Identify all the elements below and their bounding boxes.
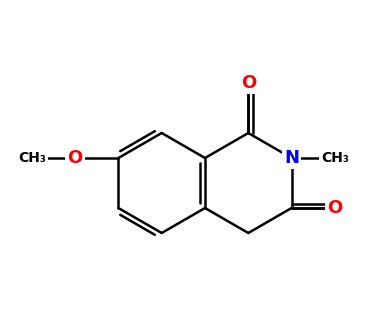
Text: O: O <box>241 74 256 92</box>
Text: O: O <box>327 199 343 217</box>
Text: CH₃: CH₃ <box>18 151 46 165</box>
Text: CH₃: CH₃ <box>321 151 349 165</box>
Text: O: O <box>68 149 83 167</box>
Text: N: N <box>284 149 299 167</box>
